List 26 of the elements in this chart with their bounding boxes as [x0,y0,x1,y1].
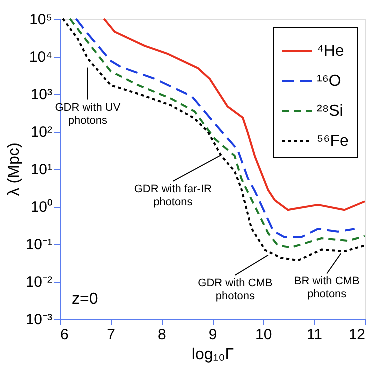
legend-label: ²⁸Si [317,103,344,120]
annotation: z=0 [72,291,98,308]
y-tick-label: 10⁵ [30,12,52,28]
x-tick-label: 12 [348,326,366,344]
legend-label: ¹⁶O [317,73,342,90]
y-tick-label: 10² [30,124,52,141]
legend-label: ⁵⁶Fe [317,133,349,150]
x-tick-label: 6 [60,326,69,344]
x-tick-label: 10 [255,326,272,344]
annotation: GDR with CMB photons [198,277,273,302]
y-tick-label: 10¹ [30,162,52,178]
legend-label: ⁴He [317,43,344,60]
annotation: BR with CMB photons [294,276,360,301]
y-tick-label: 10⁰ [30,199,52,216]
x-tick-label: 9 [208,326,218,344]
y-axis-title: λ (Mpc) [6,142,23,196]
y-tick-label: 10⁴ [29,49,52,66]
y-tick-label: 10⁻¹ [26,236,52,254]
x-tick-label: 8 [158,326,166,344]
x-axis-title: log₁₀Γ [192,346,234,364]
y-tick-label: 10⁻³ [26,312,52,328]
y-tick-label: 10⁻² [26,274,52,291]
x-tick-label: 7 [107,326,116,344]
x-tick-label: 11 [306,326,322,344]
annotation: GDR with far-IR photons [134,183,212,208]
y-tick-label: 10³ [30,86,52,104]
